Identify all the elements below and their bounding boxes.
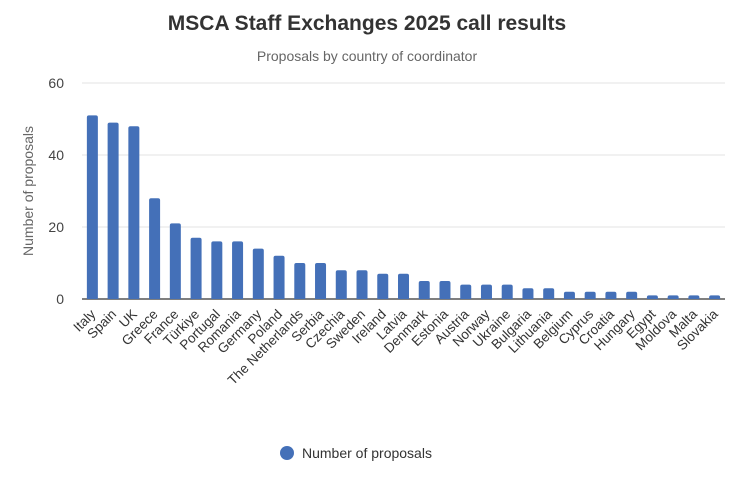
y-tick-label: 40: [48, 147, 64, 163]
bar-malta[interactable]: [688, 295, 700, 299]
bar-norway[interactable]: [480, 284, 492, 299]
bar-bulgaria[interactable]: [522, 288, 534, 299]
bar-the-netherlands[interactable]: [294, 263, 306, 299]
bar-slovakia[interactable]: [709, 295, 721, 299]
bar-serbia[interactable]: [315, 263, 327, 299]
bar-italy[interactable]: [86, 115, 98, 300]
bar-latvia[interactable]: [398, 273, 409, 299]
bar-türkiye[interactable]: [190, 237, 202, 299]
legend-label[interactable]: Number of proposals: [302, 445, 432, 461]
y-tick-label: 0: [56, 291, 64, 307]
bar-belgium[interactable]: [563, 291, 575, 299]
bar-uk[interactable]: [128, 126, 140, 299]
bar-hungary[interactable]: [626, 291, 638, 299]
bar-sweden[interactable]: [356, 270, 368, 299]
bar-egypt[interactable]: [646, 295, 658, 299]
bar-czechia[interactable]: [335, 270, 347, 299]
bar-cyprus[interactable]: [584, 291, 596, 299]
bar-estonia[interactable]: [439, 281, 451, 299]
y-tick-label: 60: [48, 75, 64, 91]
bar-portugal[interactable]: [211, 241, 223, 299]
bar-ukraine[interactable]: [501, 284, 513, 299]
bar-france[interactable]: [169, 223, 181, 299]
bar-denmark[interactable]: [418, 281, 430, 299]
bar-ireland[interactable]: [377, 273, 389, 299]
y-tick-label: 20: [48, 219, 64, 235]
bar-romania[interactable]: [232, 241, 244, 299]
bar-poland[interactable]: [273, 255, 285, 299]
bar-moldova[interactable]: [667, 295, 679, 299]
bar-croatia[interactable]: [605, 291, 617, 299]
legend-marker: [280, 446, 294, 460]
chart-subtitle: Proposals by country of coordinator: [257, 48, 478, 64]
legend[interactable]: Number of proposals: [280, 445, 432, 461]
bar-greece[interactable]: [149, 198, 161, 299]
y-axis-label: Number of proposals: [20, 126, 36, 256]
bar-austria[interactable]: [460, 284, 472, 299]
bar-germany[interactable]: [252, 248, 264, 299]
chart-title: MSCA Staff Exchanges 2025 call results: [168, 12, 566, 35]
bar-lithuania[interactable]: [543, 288, 555, 299]
bar-spain[interactable]: [107, 122, 119, 299]
